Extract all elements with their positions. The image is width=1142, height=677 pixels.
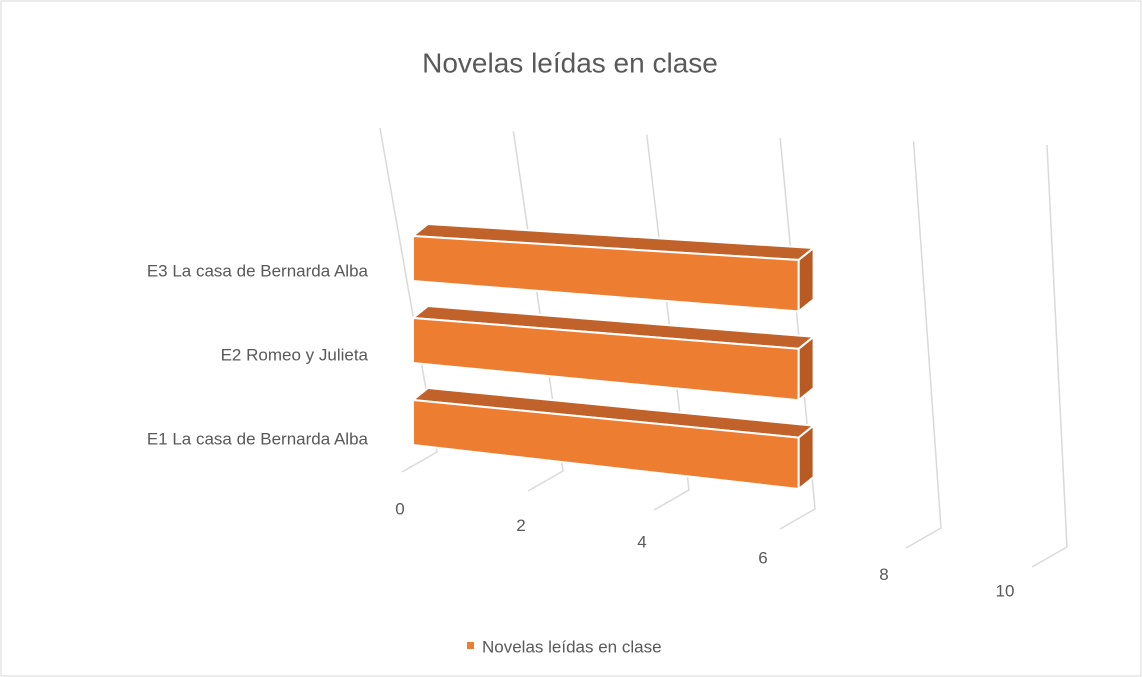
legend-swatch — [467, 642, 474, 649]
x-tick-label: 10 — [996, 581, 1015, 600]
bar-front — [412, 398, 800, 491]
bar-side — [797, 423, 815, 492]
grid-line — [379, 127, 438, 473]
x-tick-label: 4 — [637, 532, 646, 551]
grid-line — [1031, 144, 1068, 568]
x-tick-label: 0 — [395, 499, 404, 518]
bar-side — [797, 245, 815, 314]
legend-label: Novelas leídas en clase — [482, 637, 662, 656]
y-tick-label: E1 La casa de Bernarda Alba — [147, 429, 369, 448]
chart-title: Novelas leídas en clase — [422, 47, 718, 78]
grid-line — [905, 141, 942, 549]
x-tick-label: 8 — [879, 565, 888, 584]
bar — [410, 304, 817, 403]
bar-front — [412, 234, 800, 313]
bar — [410, 222, 817, 314]
bar-side — [797, 334, 815, 403]
bar — [410, 386, 817, 492]
bar-front — [412, 316, 800, 402]
x-tick-label: 6 — [758, 549, 767, 568]
y-tick-label: E2 Romeo y Julieta — [221, 345, 369, 364]
y-tick-label: E3 La casa de Bernarda Alba — [147, 261, 369, 280]
x-tick-label: 2 — [516, 516, 525, 535]
